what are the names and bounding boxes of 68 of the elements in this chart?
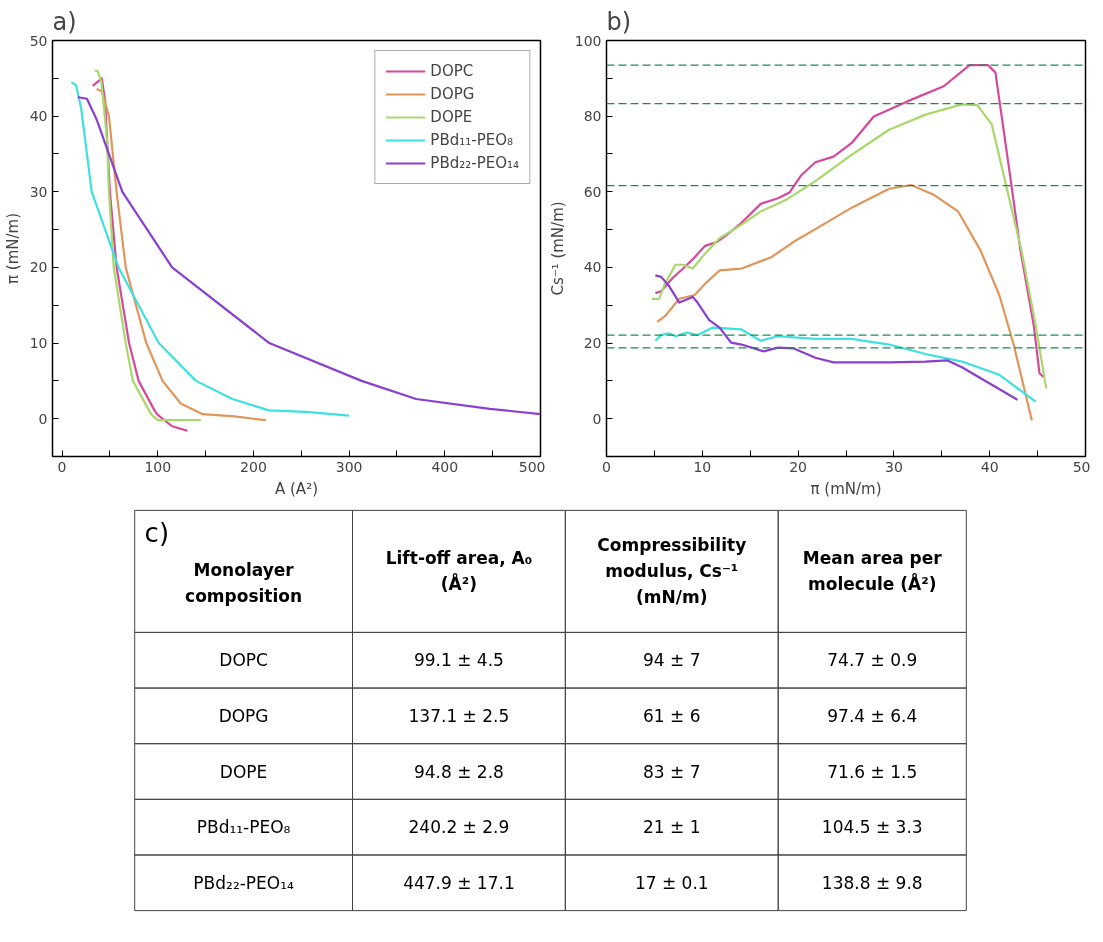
line-series [656, 183, 1033, 422]
y-tick-label: 80 [583, 108, 602, 125]
line-series [654, 274, 1019, 401]
x-tick-label: 0 [57, 458, 67, 475]
x-tick-label: 200 [240, 458, 267, 475]
y-axis-title: Cs⁻¹ (mN/m) [548, 201, 567, 296]
x-tick-label: 500 [518, 458, 546, 475]
y-tick-label: 40 [29, 108, 48, 125]
y-tick-label: 60 [583, 183, 602, 200]
chart-title: b) [606, 7, 632, 36]
text: Lift-off area, A₀ (Å²) [385, 548, 533, 595]
y-tick-label: 30 [29, 183, 48, 200]
text: 94.8 ± 2.8 [413, 761, 504, 782]
y-tick-label: 100 [574, 32, 602, 49]
text: 447.9 ± 17.1 [403, 872, 515, 893]
text: c) [144, 518, 170, 549]
line-series [654, 326, 1037, 403]
text: 137.1 ± 2.5 [408, 705, 510, 726]
text: PBd₁₁-PEO₈ [196, 817, 291, 838]
line-series [70, 81, 351, 417]
y-tick-label: 20 [583, 335, 602, 352]
y-tick-label: 20 [29, 259, 48, 276]
y-tick-label: 0 [592, 410, 602, 427]
x-tick-label: 30 [884, 458, 903, 475]
text: 83 ± 7 [643, 761, 701, 782]
text: Monolayer composition [185, 560, 303, 607]
text: 97.4 ± 6.4 [827, 705, 918, 726]
legend-label: PBd₂₂-PEO₁₄ [430, 154, 519, 172]
y-tick-label: 40 [583, 259, 602, 276]
legend-label: PBd₁₁-PEO₈ [430, 131, 513, 149]
text: 61 ± 6 [643, 705, 701, 726]
line-series [93, 69, 202, 422]
y-axis-title: π (mN/m) [3, 212, 22, 284]
x-tick-label: 20 [789, 458, 808, 475]
text: 21 ± 1 [643, 817, 701, 838]
text: DOPG [218, 705, 269, 726]
x-axis-title: π (mN/m) [810, 479, 882, 498]
text: PBd₂₂-PEO₁₄ [193, 872, 295, 893]
x-tick-label: 50 [1072, 458, 1091, 475]
line-series [91, 77, 189, 432]
x-tick-label: 400 [431, 458, 459, 475]
line-series [95, 87, 267, 422]
text: DOPC [219, 650, 268, 671]
text: Compressibility modulus, Cs⁻¹ (mN/m) [597, 535, 747, 608]
y-tick-label: 10 [29, 335, 48, 352]
x-tick-label: 10 [693, 458, 712, 475]
legend-label: DOPC [430, 62, 474, 80]
legend-label: DOPE [430, 108, 473, 126]
text: 138.8 ± 9.8 [821, 872, 923, 893]
chart-title: a) [52, 7, 77, 36]
x-tick-label: 300 [335, 458, 363, 475]
y-tick-label: 50 [29, 32, 48, 49]
text: Mean area per molecule (Å²) [802, 548, 943, 595]
text: 17 ± 0.1 [634, 872, 709, 893]
x-tick-label: 40 [980, 458, 999, 475]
y-tick-label: 0 [38, 410, 48, 427]
line-series [650, 103, 1048, 390]
text: 71.6 ± 1.5 [827, 761, 918, 782]
text: 104.5 ± 3.3 [821, 817, 923, 838]
text: 94 ± 7 [643, 650, 701, 671]
text: 74.7 ± 0.9 [827, 650, 918, 671]
line-series [654, 63, 1045, 379]
text: 99.1 ± 4.5 [413, 650, 504, 671]
x-axis-title: A (A²) [275, 479, 319, 498]
text: DOPE [219, 761, 268, 782]
text: 240.2 ± 2.9 [408, 817, 510, 838]
legend-label: DOPG [430, 85, 475, 103]
x-tick-label: 100 [144, 458, 172, 475]
